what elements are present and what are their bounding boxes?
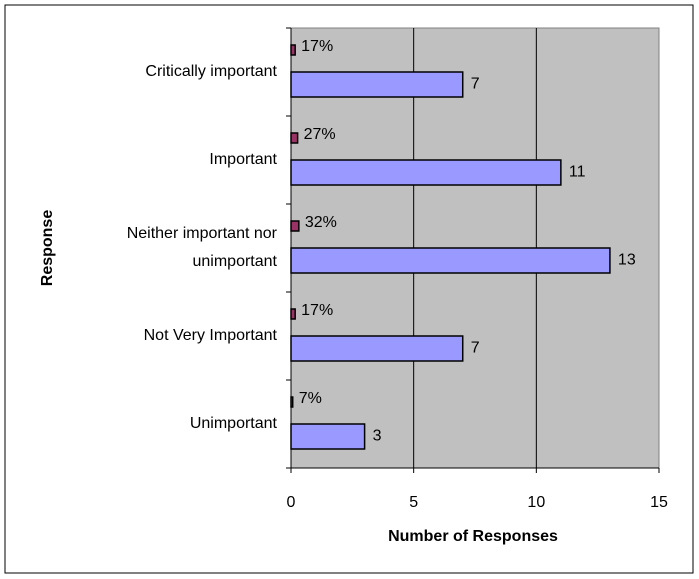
x-tick-label: 15 (650, 494, 668, 511)
bar (290, 159, 562, 186)
bar (290, 220, 300, 232)
x-tick-label: 10 (527, 494, 545, 511)
data-label: 7 (471, 340, 480, 357)
bar (290, 44, 296, 56)
data-label: 7% (299, 390, 322, 407)
x-axis-label: Number of Responses (388, 528, 558, 545)
y-tick-label: Neither important nor unimportant (126, 225, 277, 270)
x-tick-label: 0 (287, 494, 296, 511)
bar (290, 247, 611, 274)
y-axis-label: Response (39, 210, 56, 287)
y-tick-label: Critically important (145, 63, 277, 80)
bar (290, 335, 464, 362)
data-label: 27% (304, 126, 336, 143)
data-label: 7 (471, 76, 480, 93)
bar (290, 396, 294, 408)
bar (290, 423, 366, 450)
data-label: 13 (618, 252, 636, 269)
data-label: 32% (305, 214, 337, 231)
data-label: 17% (301, 38, 333, 55)
data-label: 11 (569, 164, 586, 181)
bar (290, 132, 299, 144)
y-tick-label: Not Very Important (143, 327, 277, 344)
bar (290, 71, 464, 98)
y-tick-label: Unimportant (189, 415, 277, 432)
data-label: 17% (301, 302, 333, 319)
x-tick-label: 5 (409, 494, 418, 511)
bar (290, 308, 296, 320)
y-tick-label: Important (209, 151, 277, 168)
data-label: 3 (373, 428, 382, 445)
